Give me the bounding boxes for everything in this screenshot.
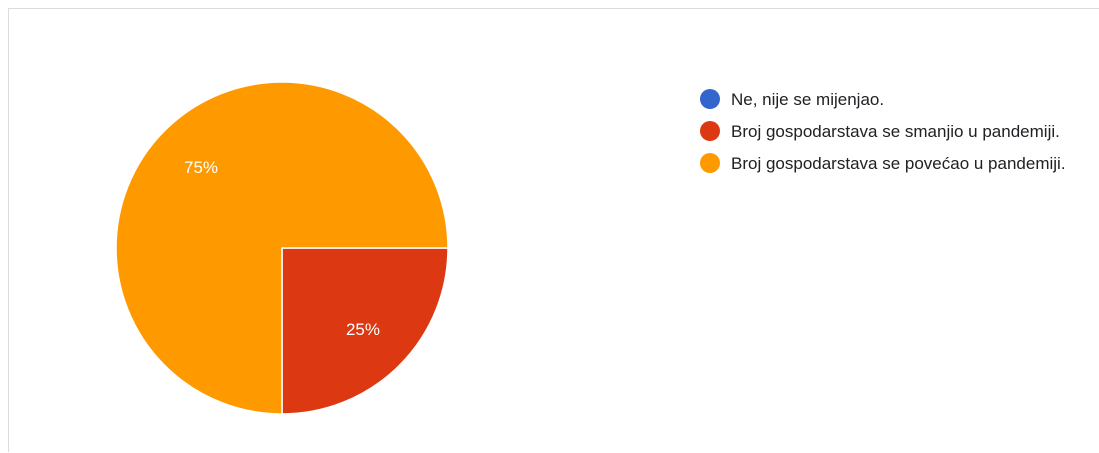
- legend-label-2: Broj gospodarstava se povećao u pandemij…: [731, 154, 1066, 173]
- legend-label-1: Broj gospodarstava se smanjio u pandemij…: [731, 122, 1060, 141]
- pie-slice-1[interactable]: [281, 247, 449, 415]
- legend-item-2[interactable]: Broj gospodarstava se povećao u pandemij…: [700, 151, 1099, 177]
- legend-swatch-2: [700, 153, 720, 173]
- slice-label-2: 75%: [184, 158, 218, 177]
- legend-item-0[interactable]: Ne, nije se mijenjao.: [700, 87, 1099, 113]
- legend-label-0: Ne, nije se mijenjao.: [731, 90, 885, 109]
- legend-swatch-1: [700, 121, 720, 141]
- legend: Ne, nije se mijenjao. Broj gospodarstava…: [700, 87, 1099, 183]
- legend-swatch-0: [700, 89, 720, 109]
- chart-card: 25% 75% Ne, nije se mijenjao. Broj gospod…: [8, 8, 1099, 452]
- legend-item-1[interactable]: Broj gospodarstava se smanjio u pandemij…: [700, 119, 1099, 145]
- pie-slice-2[interactable]: [115, 81, 449, 415]
- slice-label-1: 25%: [346, 320, 380, 339]
- pie-chart: 25% 75%: [115, 81, 449, 415]
